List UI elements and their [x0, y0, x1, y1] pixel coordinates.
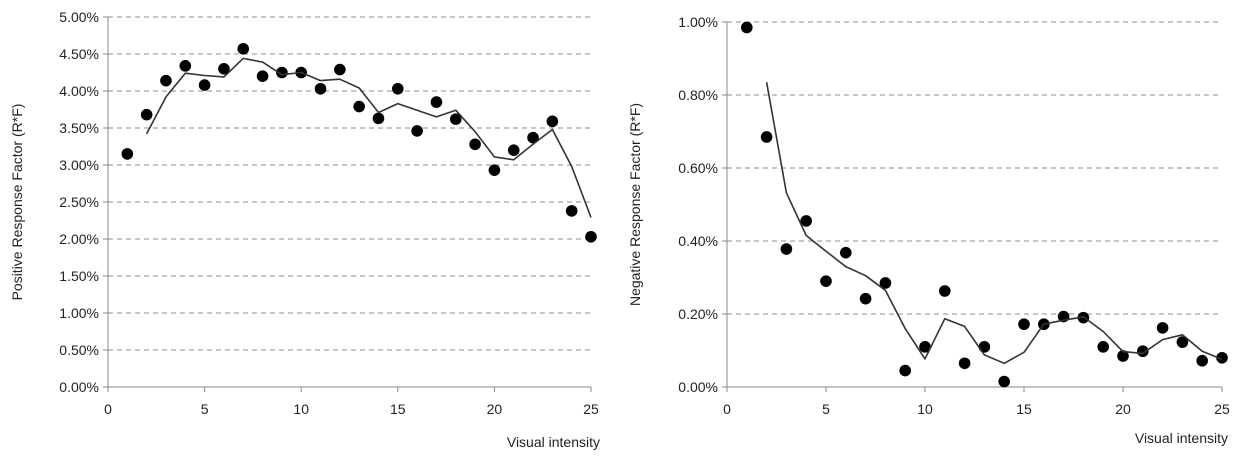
data-point: [256, 70, 269, 82]
data-point: [958, 357, 971, 370]
data-point: [585, 230, 597, 243]
trend-line: [765, 82, 1223, 365]
x-tick-label: 20: [1115, 401, 1131, 417]
y-tick-label: 2.00%: [59, 231, 99, 247]
data-point: [140, 108, 153, 121]
data-point: [1156, 322, 1169, 334]
x-tick-label: 25: [1214, 401, 1230, 417]
data-point: [527, 131, 539, 144]
data-point: [998, 375, 1010, 388]
data-point: [218, 63, 230, 75]
data-point: [859, 292, 872, 305]
y-tick-label: 0.40%: [678, 233, 718, 249]
y-tick-label: 1.00%: [678, 14, 718, 30]
data-point: [939, 285, 951, 297]
data-point: [507, 144, 520, 156]
y-tick-label: 5.00%: [59, 9, 99, 25]
data-point: [546, 115, 559, 128]
data-point: [1176, 336, 1189, 348]
data-point: [741, 21, 753, 34]
y-tick-label: 1.50%: [59, 268, 99, 284]
data-point: [899, 364, 911, 377]
data-point: [780, 243, 793, 255]
x-tick-label: 10: [293, 401, 309, 417]
data-point: [919, 341, 931, 353]
data-point: [800, 215, 812, 227]
data-point: [978, 341, 991, 353]
data-point: [334, 63, 346, 76]
data-point: [353, 100, 365, 113]
x-tick-label: 0: [104, 401, 112, 417]
data-point: [488, 164, 501, 176]
data-point: [411, 125, 423, 137]
y-tick-label: 3.50%: [59, 120, 99, 136]
positive-chart: 0.00% 0.50% 1.00% 1.50% 2.00% 2.50% 3.00% 3.50%…: [9, 9, 600, 450]
x-tick-label: 0: [723, 401, 731, 417]
data-point: [314, 82, 327, 95]
data-point: [198, 79, 211, 91]
data-point: [1137, 345, 1149, 358]
y-tick-label: 0.00%: [59, 379, 99, 395]
y-tick-label: 0.20%: [678, 306, 718, 322]
data-point: [760, 131, 773, 143]
y-axis-title: Positive Response Factor (R*F): [9, 104, 25, 301]
data-point: [820, 275, 832, 287]
y-tick-label: 1.00%: [59, 305, 99, 321]
data-point: [179, 60, 192, 72]
x-tick-label: 5: [822, 401, 830, 417]
y-tick-label: 3.00%: [59, 157, 99, 173]
data-point: [1117, 350, 1129, 362]
data-point: [372, 112, 385, 125]
y-tick-label: 2.50%: [59, 194, 99, 210]
data-point: [840, 246, 852, 259]
data-point: [121, 148, 134, 160]
y-tick-label: 0.00%: [678, 379, 718, 395]
data-point: [1018, 318, 1030, 331]
y-tick-label: 4.00%: [59, 83, 99, 99]
data-point: [237, 43, 250, 55]
x-tick-label: 15: [1016, 401, 1032, 417]
x-tick-label: 25: [583, 401, 599, 417]
x-tick-label: 5: [201, 401, 209, 417]
x-tick-label: 15: [390, 401, 406, 417]
y-tick-label: 0.80%: [678, 87, 718, 103]
data-point: [160, 74, 172, 87]
data-point: [392, 82, 404, 95]
data-point: [879, 277, 892, 289]
data-point: [1196, 354, 1208, 367]
y-tick-label: 4.50%: [59, 46, 99, 62]
data-point: [1097, 341, 1109, 353]
y-axis-title: Negative Response Factor (R*F): [627, 103, 643, 306]
trend-line: [145, 57, 592, 218]
data-point: [469, 138, 481, 151]
x-tick-label: 20: [487, 401, 503, 417]
x-tick-label: 10: [917, 401, 933, 417]
y-tick-label: 0.50%: [59, 342, 99, 358]
x-axis-title: Visual intensity: [507, 434, 600, 450]
data-point: [565, 205, 578, 217]
negative-chart: 0.00% 0.20% 0.40% 0.60% 0.80% 1.00% 0 5 10 15 20 25…: [627, 14, 1230, 446]
x-axis-title: Visual intensity: [1135, 430, 1228, 446]
data-point: [449, 113, 462, 125]
data-point: [276, 66, 288, 79]
y-tick-label: 0.60%: [678, 160, 718, 176]
data-point: [1216, 352, 1228, 364]
data-point: [430, 96, 443, 108]
